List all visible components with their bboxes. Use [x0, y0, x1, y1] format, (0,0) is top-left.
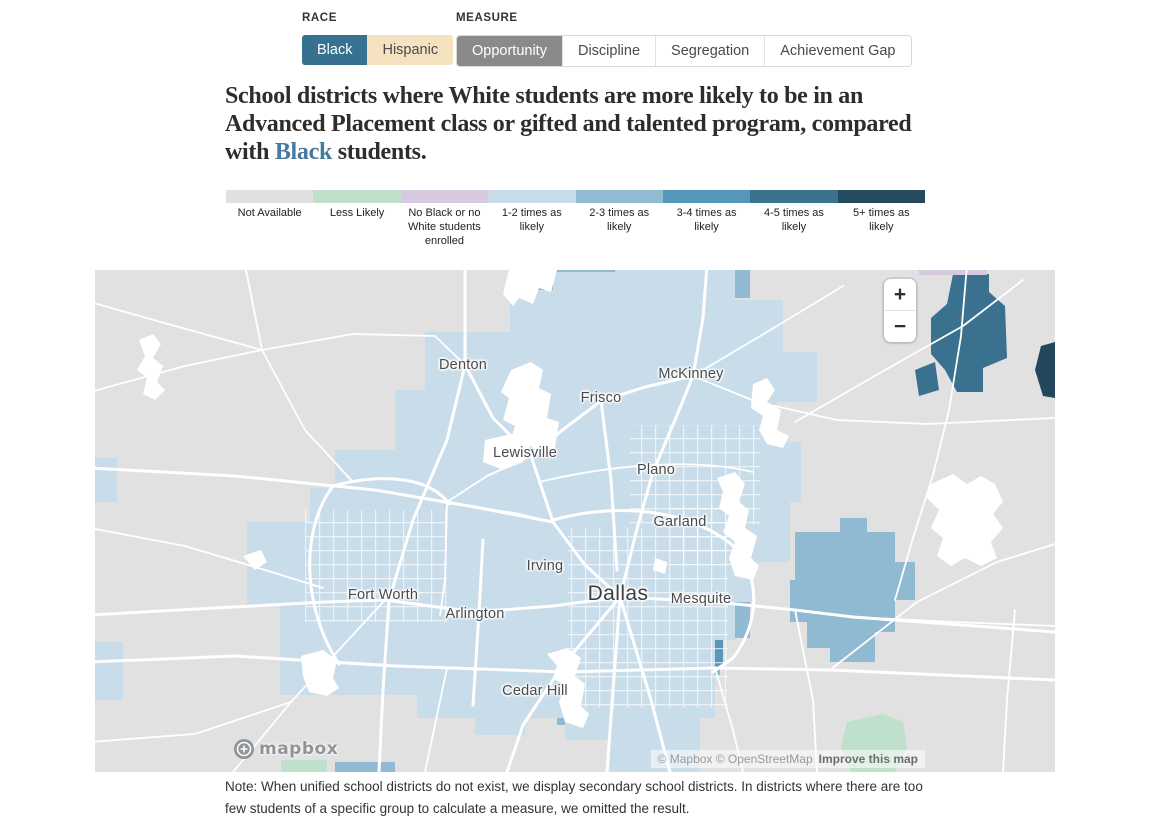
legend-item: 4-5 times as likely	[750, 190, 838, 248]
legend-item: 1-2 times as likely	[488, 190, 576, 248]
race-toggle-group: Black Hispanic	[302, 35, 454, 65]
title-post: students.	[332, 139, 427, 165]
race-button-hispanic[interactable]: Hispanic	[367, 35, 454, 65]
map-zoom-control: + −	[884, 279, 916, 342]
legend-item: Not Available	[226, 190, 314, 248]
race-button-black[interactable]: Black	[302, 35, 368, 65]
footnote: Note: When unified school districts do n…	[225, 779, 923, 816]
improve-this-map-link[interactable]: Improve this map	[818, 752, 918, 766]
legend-label: 2-3 times as likely	[589, 207, 650, 233]
legend-item: 3-4 times as likely	[662, 190, 751, 248]
legend-label: No Black or no White students enrolled	[408, 207, 481, 247]
title-pre: School districts where White students ar…	[225, 83, 912, 165]
page-title: School districts where White students ar…	[225, 82, 930, 166]
legend-item: 2-3 times as likely	[575, 190, 663, 248]
legend-swatch	[750, 190, 838, 203]
map-legend: Not Available Less Likely No Black or no W…	[226, 190, 925, 248]
legend-swatch	[226, 190, 314, 203]
legend-label: 5+ times as likely	[853, 207, 910, 233]
title-race-highlight: Black	[274, 139, 333, 165]
legend-label: 3-4 times as likely	[676, 207, 737, 233]
measure-tab-opportunity[interactable]: Opportunity	[457, 36, 562, 66]
mapbox-wordmark: mapbox	[259, 739, 339, 759]
measure-tab-discipline[interactable]: Discipline	[561, 36, 656, 66]
measure-tab-segregation[interactable]: Segregation	[655, 36, 765, 66]
zoom-in-button[interactable]: +	[884, 279, 916, 311]
map-canvas[interactable]: Denton McKinney Frisco Lewisville Plano Garla…	[95, 270, 1055, 772]
measure-tab-achievement-gap[interactable]: Achievement Gap	[764, 36, 911, 66]
mapbox-logo[interactable]: mapbox	[233, 738, 338, 760]
legend-swatch	[488, 190, 576, 203]
race-group-label: RACE	[302, 12, 337, 24]
measure-group-label: MEASURE	[456, 12, 518, 24]
legend-swatch	[575, 190, 663, 203]
zoom-out-button[interactable]: −	[884, 311, 916, 342]
legend-label: Less Likely	[329, 207, 385, 219]
map-attribution: © Mapbox © OpenStreetMap Improve this ma…	[650, 750, 925, 768]
legend-swatch	[662, 190, 751, 203]
mapbox-logo-icon	[234, 739, 254, 759]
attribution-copyrights: © Mapbox © OpenStreetMap	[657, 752, 813, 766]
legend-item: No Black or no White students enrolled	[400, 190, 489, 248]
legend-label: 4-5 times as likely	[763, 207, 824, 233]
legend-label: Not Available	[237, 207, 302, 219]
legend-label: 1-2 times as likely	[501, 207, 562, 233]
legend-swatch	[400, 190, 489, 203]
legend-swatch	[837, 190, 925, 203]
map-graphics	[95, 270, 1055, 772]
measure-tab-group: Opportunity Discipline Segregation Achievem…	[456, 35, 912, 67]
legend-swatch	[313, 190, 401, 203]
legend-item: 5+ times as likely	[837, 190, 925, 248]
legend-item: Less Likely	[313, 190, 401, 248]
